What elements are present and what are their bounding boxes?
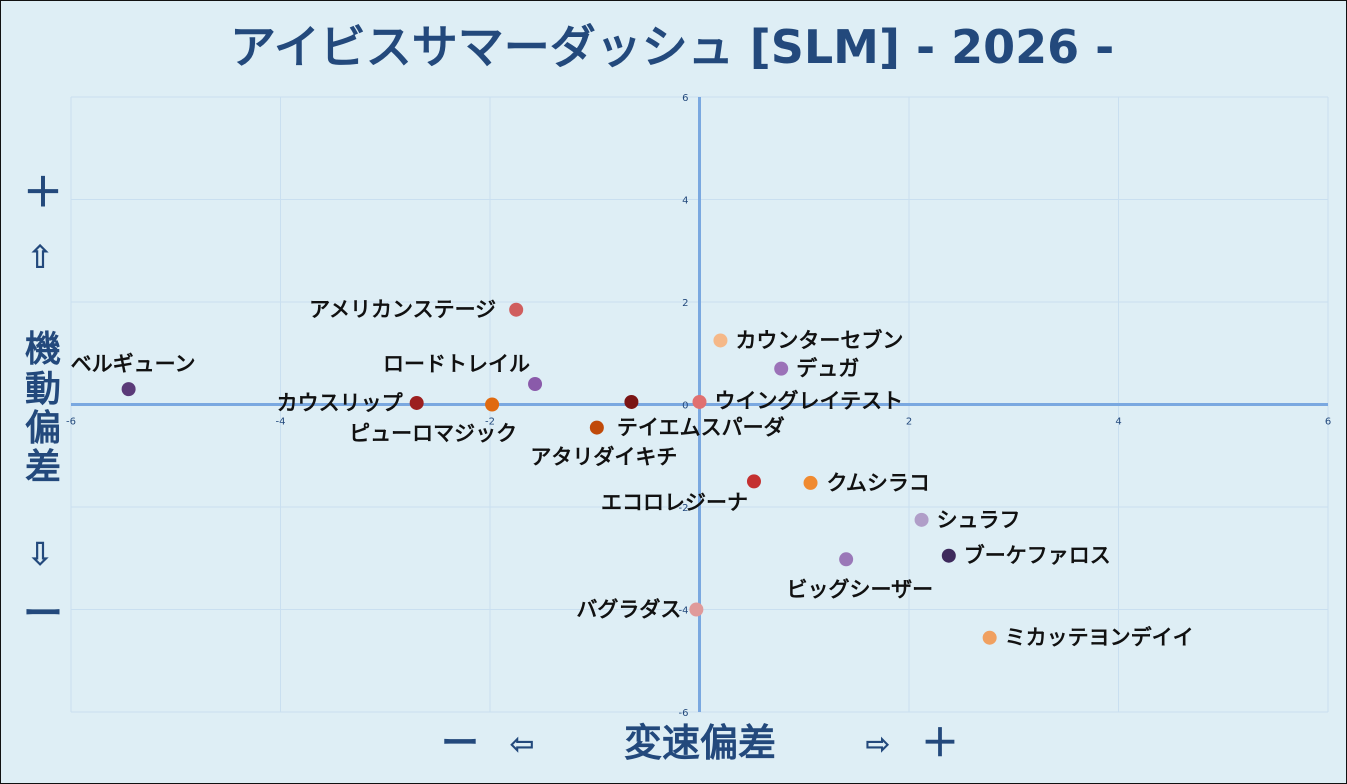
x-axis-title: 変速偏差 <box>624 721 776 765</box>
x-axis-minus: ー <box>441 721 479 765</box>
data-point-label: アメリカンステージ <box>309 298 496 322</box>
x-tick-label: 2 <box>906 417 912 428</box>
data-point <box>803 475 818 490</box>
x-axis-label: ー ⇦ 変速偏差 ⇨ ＋ <box>441 721 959 765</box>
data-point-label: ベルギューン <box>71 352 196 376</box>
data-point-label: バグラダス <box>576 598 681 622</box>
y-tick-label: -4 <box>679 606 689 617</box>
chart-title: アイビスサマーダッシュ [SLM] - 2026 - <box>230 20 1114 74</box>
data-point-label: ミカッテヨンデイイ <box>1005 626 1194 650</box>
data-point <box>121 382 136 397</box>
data-point-label: ブーケファロス <box>964 544 1111 568</box>
data-point-label: デュガ <box>796 357 859 381</box>
data-point <box>692 394 707 409</box>
data-point-label: カウンターセブン <box>735 328 903 352</box>
y-axis-minus: ー <box>23 591 63 637</box>
data-point <box>774 361 789 376</box>
x-tick-label: -6 <box>66 417 76 428</box>
y-axis-char: 動 <box>25 369 61 410</box>
data-point <box>509 302 524 317</box>
data-point-label: アタリダイキチ <box>530 445 677 469</box>
y-axis-char: 機 <box>25 329 61 370</box>
y-axis-char: 偏 <box>25 408 61 449</box>
down-arrow-icon: ⇩ <box>27 535 54 573</box>
data-point <box>485 397 500 412</box>
right-arrow-icon: ⇨ <box>865 727 890 762</box>
y-tick-label: 6 <box>682 93 688 104</box>
data-point <box>713 333 728 348</box>
x-tick-label: 4 <box>1115 417 1121 428</box>
data-point-label: シュラフ <box>937 508 1021 532</box>
data-point-label: ピューロマジック <box>349 422 517 446</box>
left-arrow-icon: ⇦ <box>509 727 534 762</box>
data-point <box>409 395 424 410</box>
up-arrow-icon: ⇧ <box>27 238 54 276</box>
tick-labels: -6 -4 -2 2 4 6 -6 -4 -2 0 2 4 6 <box>66 93 1331 719</box>
data-point-label: カウスリップ <box>277 391 404 415</box>
y-axis-label: ＋ ⇧ 機 動 偏 差 ⇩ ー <box>23 170 63 637</box>
x-axis-plus: ＋ <box>921 721 959 765</box>
data-point <box>689 602 704 617</box>
x-tick-label: 6 <box>1325 417 1331 428</box>
data-point-label: ロードトレイル <box>383 352 530 376</box>
data-point <box>982 630 997 645</box>
data-point <box>941 548 956 563</box>
data-point <box>746 474 761 489</box>
y-tick-label: 0 <box>682 401 688 412</box>
data-point-label: ビッグシーザー <box>787 577 934 601</box>
data-point-label: ウイングレイテスト <box>715 389 904 413</box>
data-points <box>121 302 997 645</box>
data-point-label: エコロレジーナ <box>601 490 748 514</box>
y-tick-label: -2 <box>679 503 689 514</box>
data-point <box>589 420 604 435</box>
data-point <box>528 377 543 391</box>
y-axis-plus: ＋ <box>23 170 63 216</box>
y-tick-label: 4 <box>682 196 688 207</box>
data-point <box>624 394 639 409</box>
y-tick-label: -6 <box>679 708 689 719</box>
data-point-label: クムシラコ <box>827 471 930 495</box>
x-tick-label: -2 <box>485 417 495 428</box>
data-point <box>914 512 929 527</box>
data-point <box>839 552 854 567</box>
x-tick-label: -4 <box>276 417 286 428</box>
y-tick-label: 2 <box>682 298 688 309</box>
y-axis-char: 差 <box>25 447 61 488</box>
data-point-label: テイエムスパーダ <box>617 416 785 440</box>
